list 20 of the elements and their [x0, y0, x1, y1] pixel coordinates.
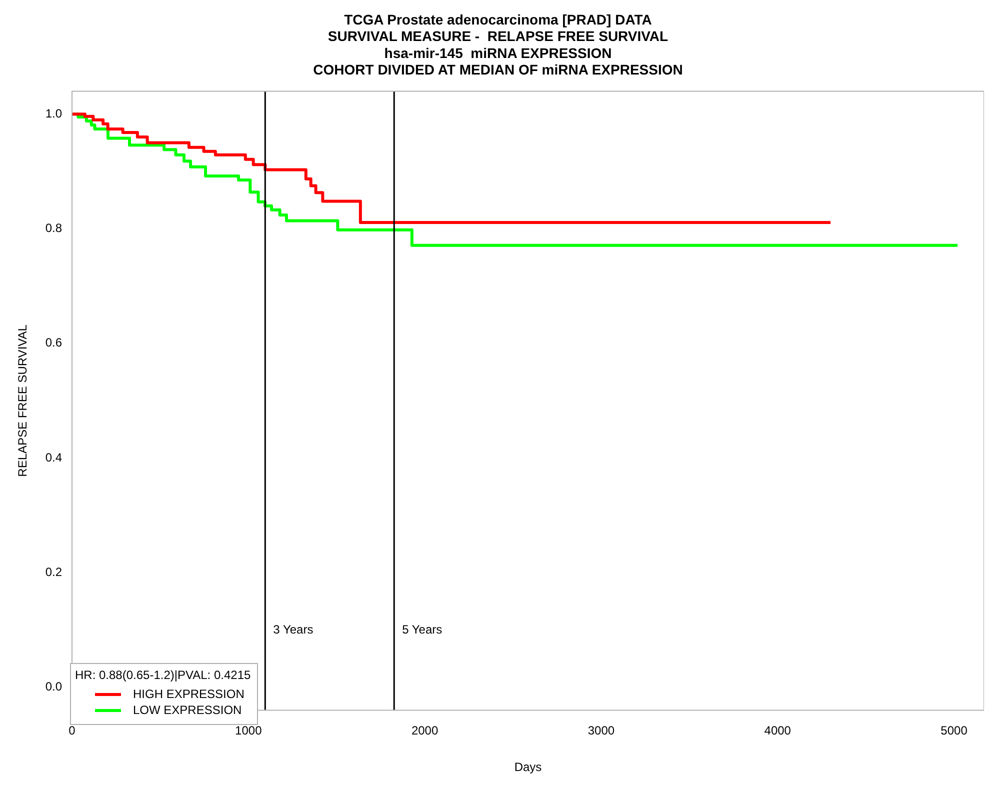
- y-tick-label: 0.4: [45, 450, 62, 464]
- y-tick-label: 0.2: [45, 564, 62, 579]
- x-tick-label: 2000: [411, 724, 438, 738]
- legend-title: HR: 0.88(0.65-1.2)|PVAL: 0.4215: [75, 668, 251, 682]
- x-tick-label: 4000: [764, 724, 792, 738]
- x-tick-label: 3000: [588, 724, 615, 738]
- y-tick-label: 1.0: [45, 106, 62, 120]
- x-tick-label: 1000: [235, 724, 262, 738]
- x-tick-label: 0: [68, 724, 76, 738]
- y-axis-title: RELAPSE FREE SURVIVAL: [16, 324, 30, 477]
- chart-title: TCGA Prostate adenocarcinoma [PRAD] DATA SURVIVAL MEASURE - RELAPSE FREE SURVIVAL hsa-mir-145 miRNA EXPRESSION COHORT DIVIDED AT MEDIAN OF miRNA EXPRESSION: [313, 11, 683, 78]
- x-tick-label: 5000: [940, 724, 968, 738]
- ref-line-label: 5 Years: [402, 622, 442, 636]
- x-axis-title: Days: [514, 760, 542, 774]
- legend-label: LOW EXPRESSION: [133, 702, 242, 718]
- y-tick-label: 0.6: [45, 336, 62, 350]
- y-tick-label: 0.8: [45, 221, 62, 236]
- ref-line-label: 3 Years: [273, 622, 314, 636]
- y-tick-label: 0.0: [45, 680, 62, 694]
- legend-label: HIGH EXPRESSION: [133, 686, 244, 702]
